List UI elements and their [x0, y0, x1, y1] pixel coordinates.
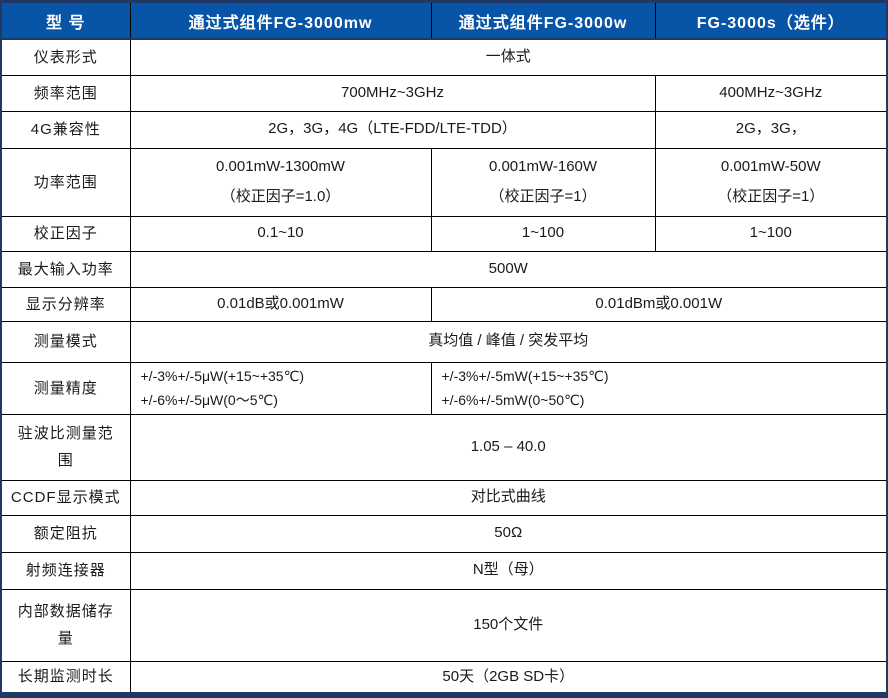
- header-cell-2: 通过式组件FG-3000w: [430, 3, 656, 40]
- spec-label: 频率范围: [2, 74, 131, 112]
- spec-value: 1.05 – 40.0: [129, 413, 886, 481]
- table-row: 射频连接器 N型（母）: [2, 551, 886, 590]
- spec-value: 一体式: [129, 38, 886, 76]
- spec-label: 仪表形式: [2, 38, 131, 76]
- table-header: 型 号通过式组件FG-3000mw 通过式组件FG-3000w FG-3000s（选…: [2, 3, 886, 40]
- spec-value: 500W: [129, 250, 886, 288]
- spec-label: 4G兼容性: [2, 110, 131, 149]
- table-row: CCDF显示模式 对比式曲线: [2, 479, 886, 516]
- spec-label: 射频连接器: [2, 551, 131, 590]
- table-row: 测量模式 真均值 / 峰值 / 突发平均: [2, 320, 886, 363]
- spec-value: 0.01dBm或0.001W: [430, 286, 886, 322]
- spec-value: 1~100: [430, 215, 656, 252]
- table-row: 功率范围 0.001mW-1300mW （校正因子=1.0） 0.001mW-160…: [2, 147, 886, 217]
- table-row: 最大输入功率 500W: [2, 250, 886, 288]
- spec-value: +/-3%+/-5mW(+15~+35℃) +/-6%+/-5mW(0~50℃): [430, 361, 886, 415]
- spec-label: 测量模式: [2, 320, 131, 363]
- spec-label: 测量精度: [2, 361, 131, 415]
- spec-value: 50Ω: [129, 514, 886, 553]
- table-body: 仪表形式 一体式 频率范围 700MHz~3GHz 400MHz~3GHz 4G兼容性 2G…: [2, 38, 886, 692]
- spec-value: N型（母）: [129, 551, 886, 590]
- spec-label: 驻波比测量范 围: [2, 413, 131, 481]
- header-row: 型 号通过式组件FG-3000mw 通过式组件FG-3000w FG-3000s（选…: [2, 3, 886, 40]
- spec-value: 0.001mW-1300mW （校正因子=1.0）: [129, 147, 432, 217]
- spec-value: 400MHz~3GHz: [654, 74, 886, 112]
- table-row: 长期监测时长 50天（2GB SD卡）: [2, 660, 886, 692]
- table-row: 频率范围 700MHz~3GHz 400MHz~3GHz: [2, 74, 886, 112]
- table-row: 额定阻抗 50Ω: [2, 514, 886, 553]
- spec-label: 内部数据储存 量: [2, 588, 131, 662]
- spec-value: 1~100: [654, 215, 886, 252]
- spec-label: 额定阻抗: [2, 514, 131, 553]
- spec-value: 150个文件: [129, 588, 886, 662]
- table-row: 驻波比测量范 围 1.05 – 40.0: [2, 413, 886, 481]
- table-row: 内部数据储存 量 150个文件: [2, 588, 886, 662]
- table-row: 仪表形式 一体式: [2, 38, 886, 76]
- header-cell-3: FG-3000s（选件）: [654, 3, 886, 40]
- table-row: 校正因子 0.1~10 1~100 1~100: [2, 215, 886, 252]
- spec-value: 0.001mW-160W （校正因子=1）: [430, 147, 656, 217]
- spec-value: 700MHz~3GHz: [129, 74, 656, 112]
- table-row: 显示分辨率 0.01dB或0.001mW 0.01dBm或0.001W: [2, 286, 886, 322]
- spec-value: 2G，3G，4G（LTE-FDD/LTE-TDD）: [129, 110, 656, 149]
- spec-label: 功率范围: [2, 147, 131, 217]
- spec-table: 型 号通过式组件FG-3000mw 通过式组件FG-3000w FG-3000s（选…: [2, 3, 886, 692]
- spec-value: 2G，3G，: [654, 110, 886, 149]
- spec-value: 0.01dB或0.001mW: [129, 286, 432, 322]
- spec-value: 0.001mW-50W （校正因子=1）: [654, 147, 886, 217]
- header-cell-0: 型 号: [2, 3, 131, 40]
- spec-value: 对比式曲线: [129, 479, 886, 516]
- table-row: 4G兼容性 2G，3G，4G（LTE-FDD/LTE-TDD） 2G，3G，: [2, 110, 886, 149]
- spec-value: 0.1~10: [129, 215, 432, 252]
- spec-value: 真均值 / 峰值 / 突发平均: [129, 320, 886, 363]
- table-row: 测量精度 +/-3%+/-5μW(+15~+35℃) +/-6%+/-5μW(0～…: [2, 361, 886, 415]
- spec-value: 50天（2GB SD卡）: [129, 660, 886, 692]
- spec-label: 长期监测时长: [2, 660, 131, 692]
- spec-label: 校正因子: [2, 215, 131, 252]
- spec-value: +/-3%+/-5μW(+15~+35℃) +/-6%+/-5μW(0～5℃): [129, 361, 432, 415]
- header-cell-1: 通过式组件FG-3000mw: [129, 3, 432, 40]
- spec-label: 显示分辨率: [2, 286, 131, 322]
- spec-label: 最大输入功率: [2, 250, 131, 288]
- spec-label: CCDF显示模式: [2, 479, 131, 516]
